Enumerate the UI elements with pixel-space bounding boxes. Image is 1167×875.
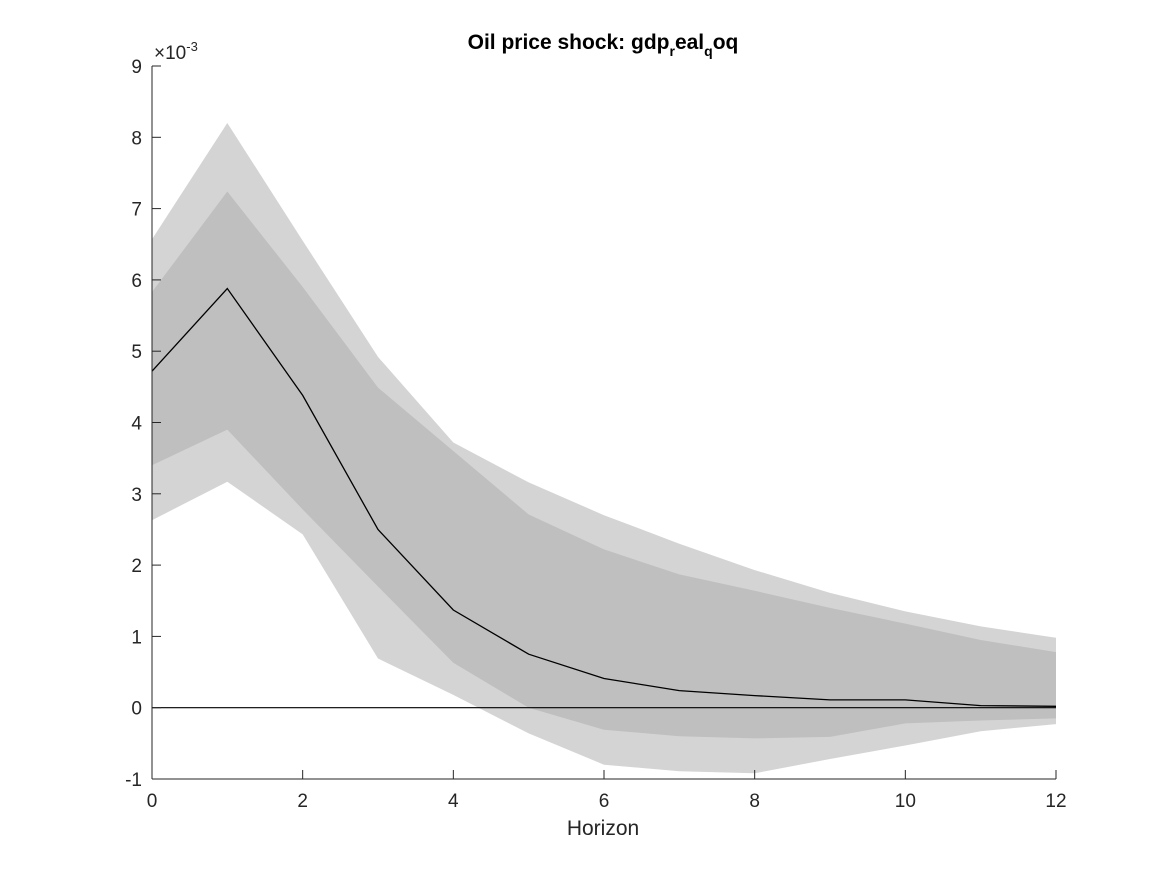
x-tick-label: 4 (448, 791, 459, 812)
y-tick-label: 3 (131, 485, 142, 506)
y-tick-label: 1 (131, 627, 142, 648)
irf-median-line (151, 287, 1057, 707)
x-tick-label: 0 (147, 791, 158, 812)
x-tick-label: 8 (749, 791, 760, 812)
chart-title: Oil price shock: gdprealqoq (468, 31, 739, 59)
confidence-bands (152, 123, 1056, 774)
x-axis-label: Horizon (567, 817, 639, 840)
y-tick-label: 5 (131, 342, 142, 363)
y-tick-label: 8 (131, 128, 142, 149)
axes (151, 65, 1057, 780)
y-tick-label: 4 (131, 414, 142, 435)
x-tick-label: 10 (895, 791, 916, 812)
x-tick-label: 2 (297, 791, 308, 812)
x-tick-label: 6 (599, 791, 610, 812)
y-tick-label: 0 (131, 699, 142, 720)
y-exponent-label: ×10-3 (154, 39, 198, 64)
y-tick-label: 2 (131, 556, 142, 577)
y-tick-label: -1 (125, 770, 142, 791)
y-tick-label: 6 (131, 271, 142, 292)
y-tick-label: 7 (131, 200, 142, 221)
plot-lines (151, 287, 1057, 709)
confidence-band-2 (152, 191, 1056, 739)
x-tick-label: 12 (1045, 791, 1066, 812)
y-tick-label: 9 (131, 57, 142, 78)
